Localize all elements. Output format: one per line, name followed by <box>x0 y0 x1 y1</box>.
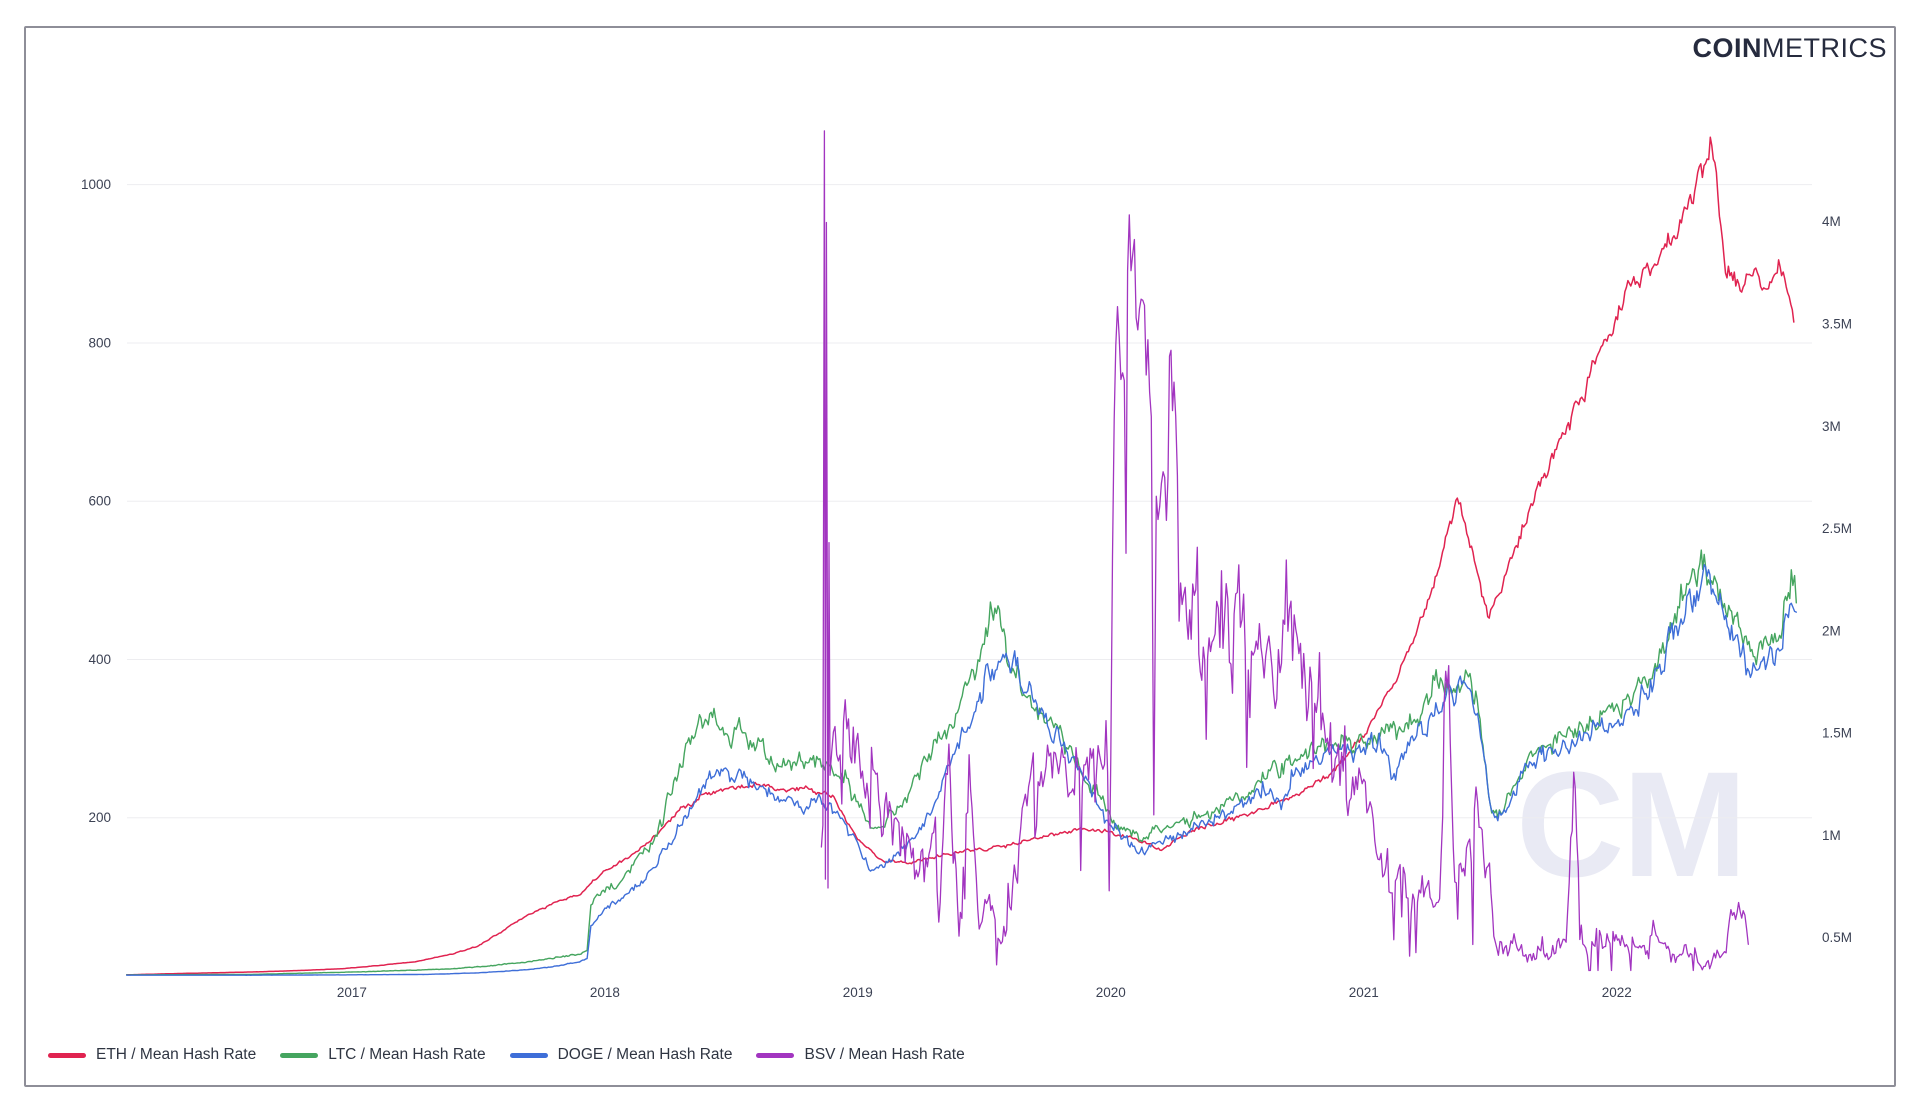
x-axis-tick: 2017 <box>337 985 367 1000</box>
legend-item-doge[interactable]: DOGE / Mean Hash Rate <box>509 1046 733 1064</box>
series-line-bsv <box>820 130 1749 972</box>
x-axis-tick: 2021 <box>1349 985 1379 1000</box>
left-axis-tick: 600 <box>88 494 111 509</box>
right-axis-tick: 4M <box>1822 214 1841 229</box>
logo-text-metrics: METRICS <box>1762 33 1887 63</box>
x-axis-tick: 2020 <box>1096 985 1126 1000</box>
logo-text-coin: COIN <box>1692 33 1762 63</box>
legend-swatch-eth <box>48 1052 86 1058</box>
series-line-ltc <box>126 549 1797 976</box>
legend-swatch-ltc <box>280 1052 319 1058</box>
left-axis-tick: 800 <box>88 335 111 350</box>
legend-item-eth[interactable]: ETH / Mean Hash Rate <box>48 1046 256 1064</box>
right-axis-tick: 3M <box>1822 419 1841 434</box>
left-axis-tick: 1000 <box>81 177 111 192</box>
right-axis-tick: 2.5M <box>1822 521 1852 536</box>
right-axis-tick: 3.5M <box>1822 317 1852 332</box>
left-axis-tick: 400 <box>88 652 111 667</box>
x-axis-tick: 2019 <box>843 985 873 1000</box>
legend-label: LTC / Mean Hash Rate <box>328 1046 486 1063</box>
legend-label: BSV / Mean Hash Rate <box>804 1046 965 1063</box>
cm-watermark: CM <box>1516 740 1745 908</box>
legend-item-bsv[interactable]: BSV / Mean Hash Rate <box>756 1046 965 1064</box>
series-line-eth <box>125 136 1795 976</box>
chart-card <box>24 26 1896 1087</box>
legend-swatch-bsv <box>756 1052 795 1058</box>
right-axis-tick: 0.5M <box>1822 930 1852 945</box>
coinmetrics-logo: COINMETRICS <box>1693 33 1888 64</box>
series-line-doge <box>126 564 1797 976</box>
left-axis-tick: 200 <box>88 810 111 825</box>
legend-label: DOGE / Mean Hash Rate <box>557 1046 733 1063</box>
legend-label: ETH / Mean Hash Rate <box>96 1046 257 1063</box>
right-axis-tick: 1M <box>1822 828 1841 843</box>
series-lines <box>125 130 1797 976</box>
x-axis-tick: 2018 <box>590 985 620 1000</box>
legend-item-ltc[interactable]: LTC / Mean Hash Rate <box>280 1046 486 1064</box>
x-axis-tick: 2022 <box>1602 985 1632 1000</box>
legend-swatch-doge <box>509 1052 548 1058</box>
chart-legend: ETH / Mean Hash Rate LTC / Mean Hash Rate… <box>48 1046 965 1064</box>
right-axis-tick: 2M <box>1822 623 1841 638</box>
gridlines <box>127 184 1812 819</box>
axis-labels: 200 400 600 800 1000 0.5M 1M 1.5M 2M 2.5M 3M 3.5M 4M… <box>81 177 1852 1000</box>
right-axis-tick: 1.5M <box>1822 726 1852 741</box>
